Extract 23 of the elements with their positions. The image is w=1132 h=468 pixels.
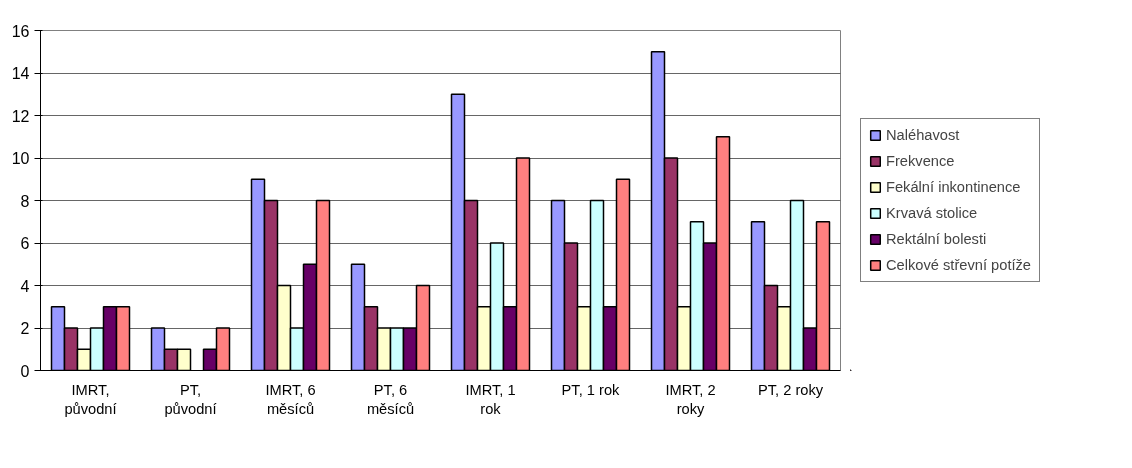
y-tick-label: 8 [20,192,30,210]
y-tick-label: 2 [20,320,30,337]
y-tick-label: 12 [11,107,30,125]
x-tick-label: PT, 1 rok [561,381,621,398]
legend-label: Krvavá stolice [886,205,978,221]
x-tick-label: PT, původní [164,381,217,417]
legend-label: Frekvence [886,153,955,169]
legend-label: Fekální inkontinence [886,179,1021,195]
y-tick-label: 16 [11,22,30,40]
x-tick-label: IMRT, původní [64,381,117,417]
x-tick-label: IMRT, 2 roky [665,381,716,417]
x-tick-label: IMRT, 1 rok [465,381,516,417]
y-tick-label: 10 [11,150,30,167]
legend-label: Naléhavost [886,127,960,143]
y-tick-label: 4 [20,277,30,295]
x-tick-label: IMRT, 6 měsíců [265,381,316,417]
legend-label: Celkové střevní potíže [886,257,1032,273]
y-tick-label: 0 [20,362,30,380]
legend-label: Rektální bolesti [886,231,987,247]
x-tick-label: PT, 2 roky [757,381,824,398]
x-tick-label: PT, 6 měsíců [366,381,415,417]
y-tick-label: 14 [11,65,30,82]
y-tick-label: 6 [20,235,30,252]
